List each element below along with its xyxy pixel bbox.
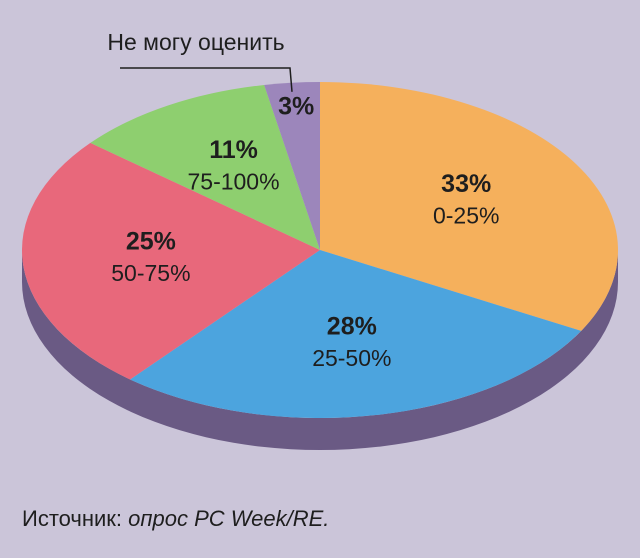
category-label: 75-100% bbox=[187, 169, 279, 195]
value-label: 3% bbox=[278, 92, 314, 120]
pie-slice bbox=[90, 84, 320, 250]
pie-side bbox=[22, 250, 618, 450]
category-label: 50-75% bbox=[111, 260, 190, 286]
category-label: 25-50% bbox=[312, 345, 391, 371]
value-label: 11% bbox=[209, 136, 258, 164]
source-text: опрос PC Week/RE. bbox=[128, 506, 329, 531]
category-label: 0-25% bbox=[433, 202, 499, 228]
pie-slice bbox=[21, 142, 320, 380]
value-label: 33% bbox=[441, 170, 491, 198]
value-label: 25% bbox=[126, 228, 176, 256]
source-label: Источник: bbox=[22, 506, 122, 531]
value-label: 28% bbox=[327, 313, 377, 341]
pie-slice bbox=[264, 82, 320, 250]
leader-line bbox=[120, 67, 293, 92]
source: Источник: опрос PC Week/RE. bbox=[22, 506, 329, 531]
pie-slice bbox=[130, 250, 582, 418]
category-label: Не могу оценить bbox=[107, 29, 284, 55]
pie-slice bbox=[320, 82, 618, 331]
